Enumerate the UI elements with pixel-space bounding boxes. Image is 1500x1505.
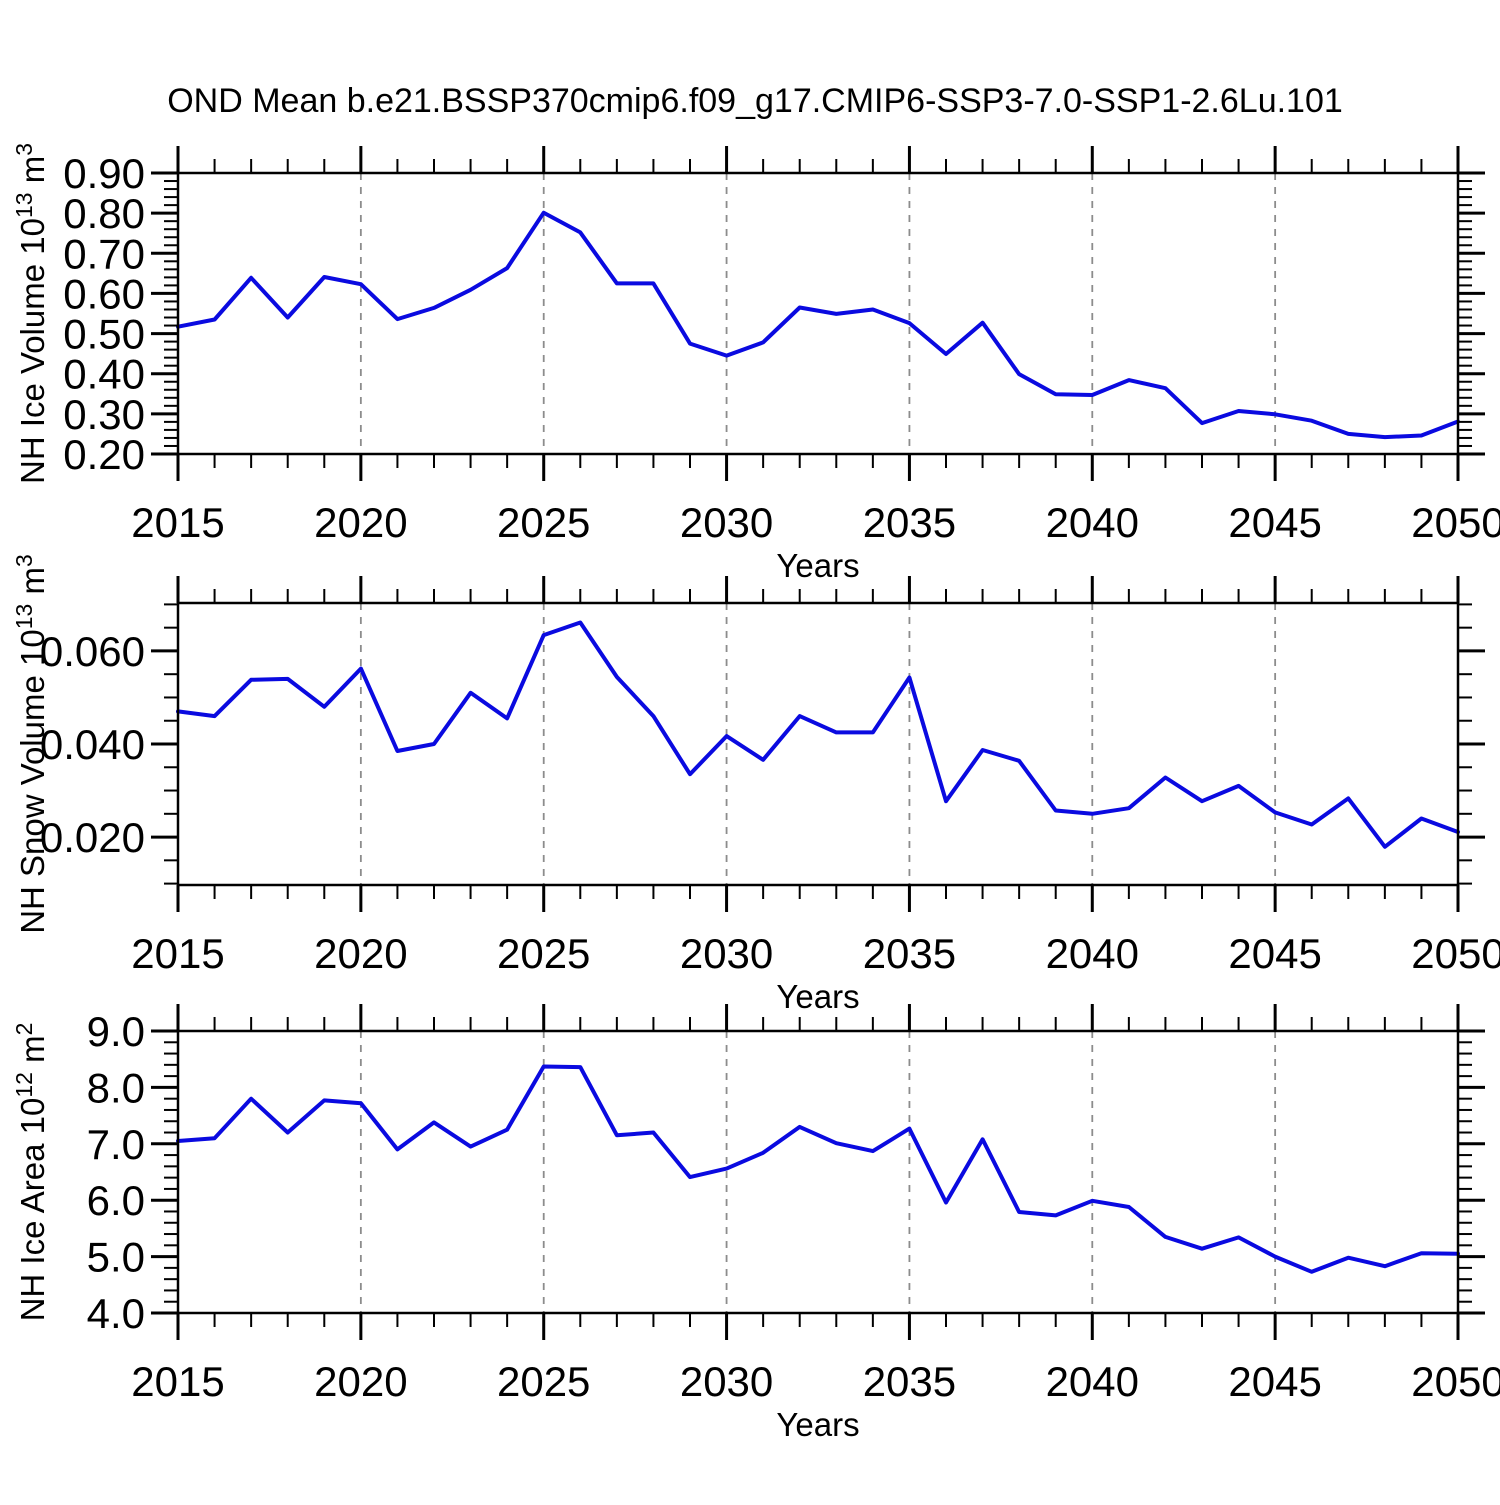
subplot-2: 2015 2020 2025 2030 2035 2040 2045 2050 0.020 0.0… — [11, 554, 1500, 1015]
y-tick-label: 0.50 — [63, 311, 145, 358]
x-tick-label: 2025 — [497, 1358, 590, 1405]
y-tick-label: 0.30 — [63, 391, 145, 438]
x-tick-label: 2050 — [1411, 1358, 1500, 1405]
y-axis-title: NH Ice Volume 1013​ m3​ — [11, 143, 51, 484]
y-tick-label: 6.0 — [87, 1177, 145, 1224]
y-tick-label: 0.40 — [63, 351, 145, 398]
y-tick-label: 0.060 — [40, 628, 145, 675]
y-tick-label: 0.90 — [63, 150, 145, 197]
x-axis-title: Years — [776, 978, 859, 1015]
y-tick-label: 7.0 — [87, 1121, 145, 1168]
subplots-group: 2015 2020 2025 2030 2035 2040 2045 2050 0.200.30… — [11, 143, 1500, 1443]
plot-frame — [176, 171, 1460, 456]
x-tick-label: 2030 — [680, 499, 773, 546]
x-tick-label: 2025 — [497, 930, 590, 977]
figure-title: OND Mean b.e21.BSSP370cmip6.f09_g17.CMIP… — [167, 82, 1343, 120]
x-tick-label: 2035 — [863, 499, 956, 546]
subplot-3: 2015 2020 2025 2030 2035 2040 2045 2050 4.0 5.0 6.… — [11, 1004, 1500, 1443]
y-tick-label: 0.70 — [63, 230, 145, 277]
x-tick-label: 2020 — [314, 930, 407, 977]
x-tick-label: 2045 — [1228, 930, 1321, 977]
y-tick-label: 0.20 — [63, 431, 145, 478]
x-tick-label: 2020 — [314, 499, 407, 546]
y-tick-label: 0.80 — [63, 190, 145, 237]
x-tick-label: 2035 — [863, 1358, 956, 1405]
x-tick-label: 2015 — [131, 1358, 224, 1405]
x-tick-label: 2050 — [1411, 930, 1500, 977]
x-tick-label: 2025 — [497, 499, 590, 546]
x-tick-label: 2040 — [1046, 499, 1139, 546]
y-tick-label: 4.0 — [87, 1290, 145, 1337]
plot-frame — [176, 1029, 1460, 1315]
x-tick-label: 2050 — [1411, 499, 1500, 546]
x-tick-label: 2040 — [1046, 1358, 1139, 1405]
y-axis-title: NH Ice Area 1012​ m2​ — [11, 1023, 51, 1322]
series-line — [176, 210, 1460, 440]
x-tick-label: 2045 — [1228, 1358, 1321, 1405]
x-tick-label: 2015 — [131, 930, 224, 977]
y-tick-label: 9.0 — [87, 1008, 145, 1055]
subplot-1: 2015 2020 2025 2030 2035 2040 2045 2050 0.200.30… — [11, 143, 1500, 584]
x-tick-label: 2030 — [680, 930, 773, 977]
x-tick-label: 2015 — [131, 499, 224, 546]
x-tick-label: 2020 — [314, 1358, 407, 1405]
x-axis-title: Years — [776, 1406, 859, 1443]
x-axis-title: Years — [776, 547, 859, 584]
series-line — [176, 1064, 1460, 1274]
series-line — [176, 620, 1460, 849]
x-tick-label: 2035 — [863, 930, 956, 977]
y-tick-label: 0.020 — [40, 814, 145, 861]
x-tick-label: 2045 — [1228, 499, 1321, 546]
y-tick-label: 8.0 — [87, 1064, 145, 1111]
x-tick-label: 2030 — [680, 1358, 773, 1405]
y-tick-label: 0.040 — [40, 721, 145, 768]
plot-frame — [176, 601, 1460, 887]
y-tick-label: 5.0 — [87, 1234, 145, 1281]
x-tick-label: 2040 — [1046, 930, 1139, 977]
y-axis-title: NH Snow Volume 1013​ m3​ — [11, 554, 51, 934]
y-tick-label: 0.60 — [63, 270, 145, 317]
